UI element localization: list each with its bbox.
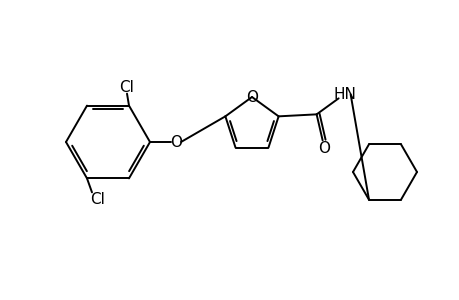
Text: HN: HN <box>332 87 355 102</box>
Text: O: O <box>317 141 329 156</box>
Text: O: O <box>246 89 257 104</box>
Text: O: O <box>170 134 182 149</box>
Text: Cl: Cl <box>119 80 134 95</box>
Text: Cl: Cl <box>90 192 105 207</box>
